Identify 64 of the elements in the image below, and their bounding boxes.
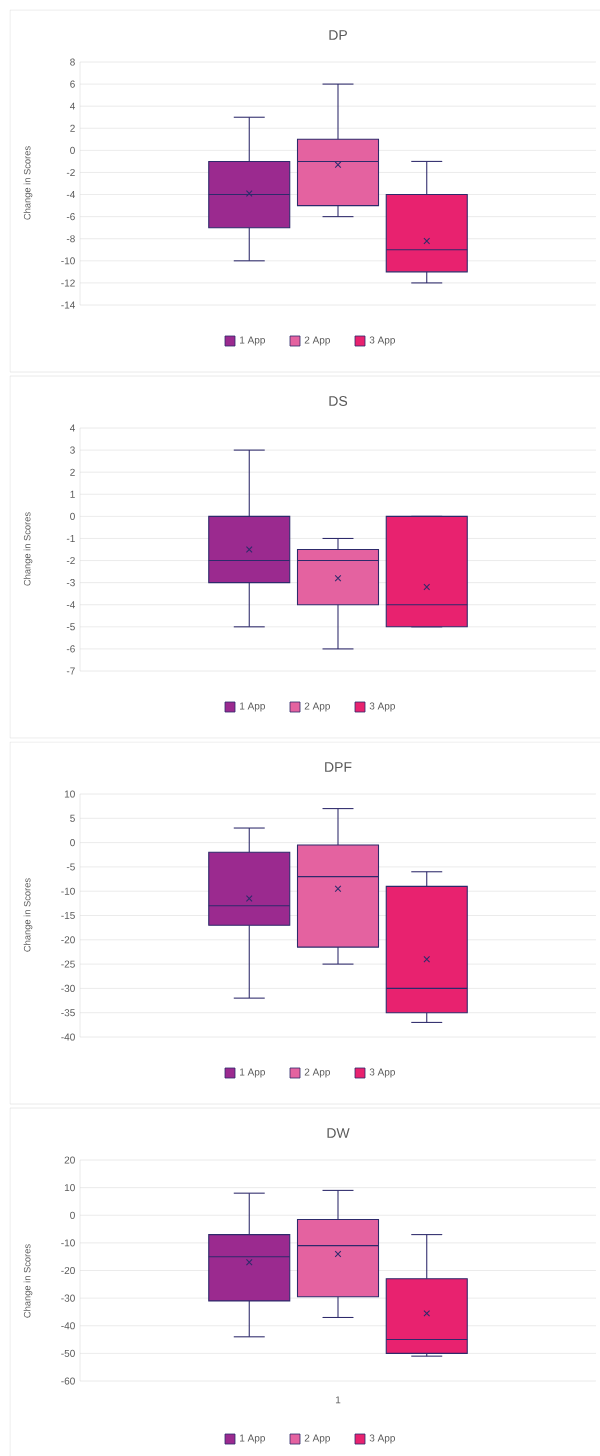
- y-tick-label: -20: [61, 936, 75, 944]
- y-axis-title: Change in Scores: [23, 146, 33, 220]
- y-tick-label: -12: [61, 279, 75, 287]
- y-tick-label: -2: [66, 557, 75, 565]
- chart-title: DP: [329, 30, 347, 40]
- y-tick-label: -7: [66, 667, 75, 675]
- y-tick-label: -4: [66, 601, 75, 609]
- chart-title: DPF: [325, 762, 352, 772]
- y-tick-label: -35: [61, 1009, 75, 1017]
- y-tick-label: -15: [61, 912, 75, 919]
- y-tick-label: -30: [61, 1294, 75, 1302]
- y-tick-label: -6: [66, 213, 75, 221]
- y-tick-label: -60: [61, 1377, 75, 1385]
- y-tick-label: -6: [66, 645, 75, 653]
- y-tick-label: 2: [70, 124, 75, 132]
- legend-label: 1 App: [240, 1434, 265, 1444]
- legend-label: 2 App: [304, 702, 330, 712]
- y-tick-label: -8: [66, 235, 75, 243]
- legend-label: 2 App: [304, 1068, 330, 1078]
- legend-label: 3 App: [369, 1434, 395, 1444]
- y-tick-label: -4: [66, 191, 75, 198]
- legend-label: 3 App: [369, 1068, 395, 1078]
- y-tick-label: 6: [70, 80, 75, 88]
- y-tick-label: 0: [70, 1211, 75, 1219]
- legend-label: 3 App: [369, 702, 395, 712]
- legend-label: 3 App: [369, 336, 395, 346]
- y-tick-label: -40: [61, 1033, 75, 1041]
- y-tick-label: 0: [70, 512, 75, 520]
- y-tick-label: -20: [61, 1266, 75, 1275]
- y-tick-label: 10: [64, 790, 75, 798]
- y-tick-label: -2: [66, 168, 75, 176]
- legend-label: 1 App: [240, 336, 265, 346]
- y-tick-label: -50: [61, 1349, 75, 1357]
- y-tick-label: -30: [61, 984, 75, 992]
- chart-title: DS: [329, 396, 348, 406]
- y-tick-label: 3: [70, 446, 75, 454]
- y-tick-label: -10: [61, 257, 75, 265]
- y-tick-label: -1: [66, 535, 75, 542]
- y-tick-label: -40: [61, 1322, 75, 1330]
- y-tick-label: 0: [70, 839, 75, 847]
- y-tick-label: -10: [61, 887, 75, 895]
- y-tick-label: -5: [66, 863, 75, 871]
- legend-label: 2 App: [304, 1434, 330, 1444]
- y-axis-title: Change in Scores: [23, 512, 33, 586]
- legend-label: 1 App: [240, 702, 265, 712]
- y-tick-label: 5: [70, 814, 75, 822]
- y-tick-label: -3: [66, 579, 75, 587]
- y-tick-label: -5: [66, 623, 75, 631]
- y-tick-label: 2: [70, 468, 75, 476]
- y-tick-label: 1: [70, 490, 75, 498]
- y-tick-label: 20: [64, 1156, 75, 1164]
- chart-title: DW: [327, 1128, 350, 1138]
- y-tick-label: 0: [70, 146, 75, 154]
- legend-label: 2 App: [304, 336, 330, 346]
- y-tick-label: -10: [61, 1239, 75, 1247]
- legend-label: 1 App: [240, 1068, 265, 1078]
- y-tick-label: 8: [70, 58, 75, 66]
- y-tick-label: -25: [61, 960, 75, 968]
- y-axis-title: Change in Scores: [23, 878, 33, 952]
- y-tick-label: 10: [64, 1184, 75, 1192]
- y-axis-title: Change in Scores: [23, 1244, 33, 1318]
- y-tick-label: -14: [61, 301, 75, 309]
- y-tick-label: 4: [69, 102, 75, 110]
- y-tick-label: 4: [69, 424, 75, 432]
